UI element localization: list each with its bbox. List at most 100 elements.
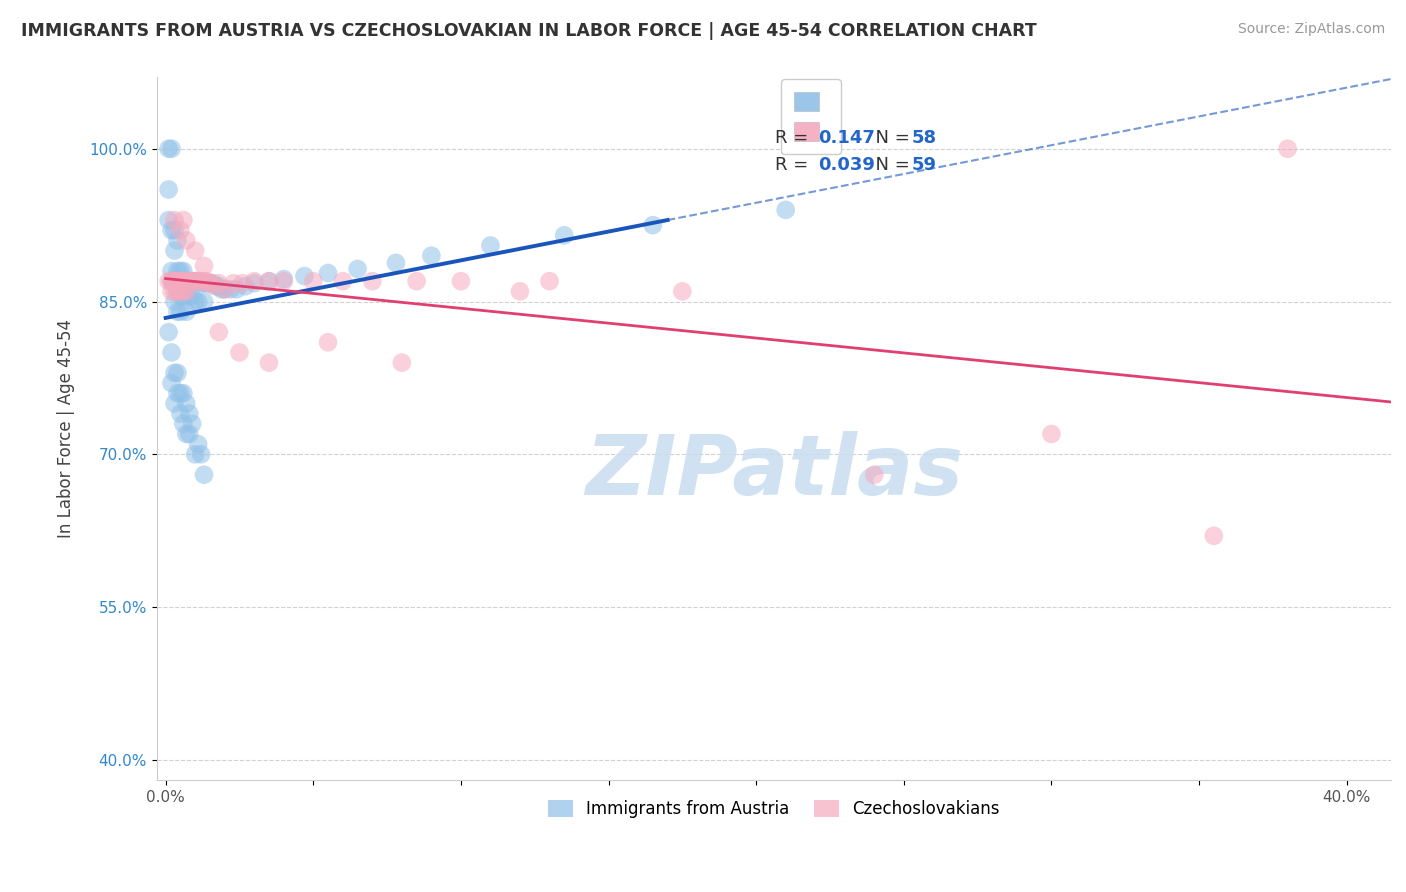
Point	[179, 274, 201, 288]
Point	[181, 274, 204, 288]
Point	[160, 223, 183, 237]
Point	[166, 274, 188, 288]
Point	[193, 276, 215, 290]
Point	[169, 274, 191, 288]
Point	[201, 276, 224, 290]
Point	[235, 279, 257, 293]
Point	[172, 289, 194, 303]
Point	[160, 264, 183, 278]
Point	[863, 467, 886, 482]
Text: 59: 59	[912, 156, 936, 174]
Point	[257, 356, 280, 370]
Point	[198, 276, 221, 290]
Text: R =: R =	[776, 156, 814, 174]
Point	[179, 427, 201, 442]
Point	[184, 294, 207, 309]
Point	[190, 447, 212, 461]
Point	[172, 213, 194, 227]
Point	[257, 274, 280, 288]
Point	[169, 407, 191, 421]
Text: IMMIGRANTS FROM AUSTRIA VS CZECHOSLOVAKIAN IN LABOR FORCE | AGE 45-54 CORRELATIO: IMMIGRANTS FROM AUSTRIA VS CZECHOSLOVAKI…	[21, 22, 1036, 40]
Point	[273, 272, 295, 286]
Point	[208, 279, 231, 293]
Point	[172, 274, 194, 288]
Point	[228, 345, 250, 359]
Point	[184, 244, 207, 258]
Point	[176, 285, 198, 299]
Point	[243, 276, 266, 290]
Point	[225, 282, 247, 296]
Point	[166, 386, 188, 401]
Point	[219, 282, 242, 296]
Point	[479, 238, 502, 252]
Point	[176, 285, 198, 299]
Point	[332, 274, 354, 288]
Point	[163, 396, 186, 410]
Point	[160, 285, 183, 299]
Point	[176, 396, 198, 410]
Point	[157, 213, 180, 227]
Point	[184, 274, 207, 288]
Text: ZIPatlas: ZIPatlas	[585, 431, 963, 511]
Point	[163, 213, 186, 227]
Point	[208, 325, 231, 339]
Point	[176, 274, 198, 288]
Point	[172, 417, 194, 431]
Point	[195, 274, 218, 288]
Point	[176, 304, 198, 318]
Point	[160, 274, 183, 288]
Point	[176, 427, 198, 442]
Point	[166, 366, 188, 380]
Point	[179, 274, 201, 288]
Legend: Immigrants from Austria, Czechoslovakians: Immigrants from Austria, Czechoslovakian…	[541, 793, 1007, 825]
Point	[509, 285, 531, 299]
Point	[160, 376, 183, 390]
Point	[160, 345, 183, 359]
Point	[172, 386, 194, 401]
Point	[166, 304, 188, 318]
Point	[420, 249, 443, 263]
Point	[450, 274, 472, 288]
Point	[157, 325, 180, 339]
Point	[385, 256, 408, 270]
Point	[157, 182, 180, 196]
Point	[187, 274, 209, 288]
Point	[391, 356, 413, 370]
Point	[641, 218, 664, 232]
Point	[169, 264, 191, 278]
Point	[1277, 142, 1299, 156]
Text: 0.039: 0.039	[818, 156, 875, 174]
Point	[163, 274, 186, 288]
Point	[208, 276, 231, 290]
Point	[184, 274, 207, 288]
Point	[179, 407, 201, 421]
Point	[169, 285, 191, 299]
Text: 58: 58	[912, 129, 936, 147]
Point	[166, 285, 188, 299]
Point	[163, 274, 186, 288]
Point	[187, 274, 209, 288]
Point	[166, 264, 188, 278]
Point	[294, 269, 316, 284]
Point	[166, 285, 188, 299]
Point	[163, 274, 186, 288]
Point	[169, 223, 191, 237]
Point	[172, 264, 194, 278]
Point	[181, 289, 204, 303]
Point	[195, 276, 218, 290]
Text: N =: N =	[865, 129, 915, 147]
Point	[257, 274, 280, 288]
Point	[222, 276, 245, 290]
Point	[160, 142, 183, 156]
Point	[179, 289, 201, 303]
Point	[181, 274, 204, 288]
Point	[1040, 427, 1063, 442]
Y-axis label: In Labor Force | Age 45-54: In Labor Force | Age 45-54	[58, 319, 75, 539]
Point	[190, 274, 212, 288]
Point	[538, 274, 561, 288]
Point	[193, 274, 215, 288]
Point	[163, 294, 186, 309]
Point	[211, 282, 233, 296]
Point	[346, 262, 368, 277]
Point	[169, 274, 191, 288]
